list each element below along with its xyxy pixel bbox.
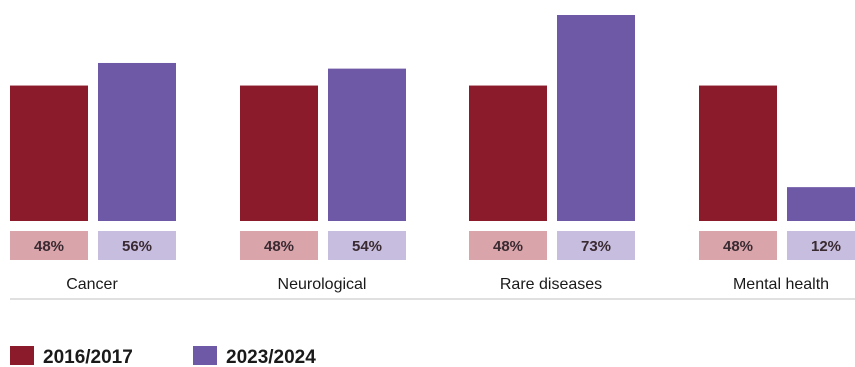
value-box-mental-health-2016-2017	[699, 231, 777, 260]
bars-layer	[10, 15, 855, 222]
category-labels-layer: Cancer Neurological Rare diseases Mental he…	[66, 276, 829, 293]
value-label-mental-health-2023-2024: 12%	[811, 238, 841, 255]
bar-neurological-2023-2024	[328, 68, 406, 221]
value-label-neurological-2023-2024: 54%	[352, 238, 382, 255]
legend: 2016/2017 2023/2024	[10, 346, 316, 367]
bar-rare-diseases-2023-2024	[557, 15, 635, 221]
value-box-cancer-2023-2024	[98, 231, 176, 260]
value-box-neurological-2016-2017	[240, 231, 318, 260]
value-box-cancer-2016-2017	[10, 231, 88, 260]
bar-cancer-2016-2017	[10, 85, 88, 221]
value-box-neurological-2023-2024	[328, 231, 406, 260]
legend-swatch-2023-2024	[193, 346, 217, 365]
bar-mental-health-2016-2017	[699, 85, 777, 221]
category-label-cancer: Cancer	[66, 276, 118, 293]
value-label-cancer-2023-2024: 56%	[122, 238, 152, 255]
value-box-mental-health-2023-2024	[787, 231, 855, 260]
value-label-rare-diseases-2016-2017: 48%	[493, 238, 523, 255]
legend-label-2016-2017: 2016/2017	[43, 347, 133, 367]
legend-swatch-2016-2017	[10, 346, 34, 365]
bar-mental-health-2023-2024	[787, 187, 855, 221]
legend-label-2023-2024: 2023/2024	[226, 347, 316, 367]
value-box-rare-diseases-2023-2024	[557, 231, 635, 260]
value-label-cancer-2016-2017: 48%	[34, 238, 64, 255]
bar-neurological-2016-2017	[240, 85, 318, 221]
bar-cancer-2023-2024	[98, 62, 176, 222]
category-label-mental-health: Mental health	[733, 276, 829, 293]
category-label-neurological: Neurological	[278, 276, 367, 293]
value-box-rare-diseases-2016-2017	[469, 231, 547, 260]
value-label-mental-health-2016-2017: 48%	[723, 238, 753, 255]
value-labels-layer: 48% 56% 48% 54% 48% 73% 48% 12%	[10, 231, 855, 260]
category-label-rare-diseases: Rare diseases	[500, 276, 602, 293]
bar-rare-diseases-2016-2017	[469, 85, 547, 221]
value-label-rare-diseases-2023-2024: 73%	[581, 238, 611, 255]
value-label-neurological-2016-2017: 48%	[264, 238, 294, 255]
